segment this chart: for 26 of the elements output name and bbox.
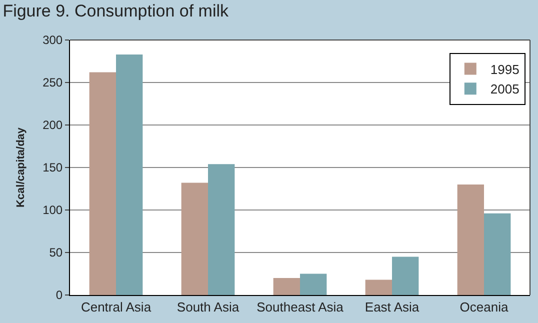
bar	[116, 54, 143, 295]
bar	[181, 182, 208, 295]
bar	[365, 280, 392, 295]
y-tick-label: 100	[42, 203, 63, 218]
legend-label: 1995	[490, 62, 520, 77]
y-tick-label: 150	[42, 160, 63, 175]
x-tick-label: Central Asia	[80, 300, 152, 315]
x-tick-label: South Asia	[176, 300, 240, 315]
bar	[208, 164, 235, 295]
x-tick-label: Oceania	[460, 300, 509, 315]
y-tick-label: 250	[42, 76, 63, 90]
bar	[273, 278, 300, 295]
x-tick-label: Southeast Asia	[256, 300, 344, 315]
y-tick-label: 300	[42, 33, 63, 48]
bar	[484, 213, 511, 295]
y-axis-title: Kcal/capita/day	[15, 126, 28, 208]
chart-title: Figure 9. Consumption of milk	[2, 2, 230, 21]
bar	[457, 184, 484, 295]
y-tick-label: 200	[42, 118, 63, 132]
y-tick-label: 50	[49, 246, 63, 260]
bar	[89, 72, 116, 295]
bar	[300, 274, 327, 295]
x-tick-label: East Asia	[364, 300, 420, 315]
legend-label: 2005	[490, 82, 520, 97]
bar	[392, 256, 419, 295]
y-tick-label: 0	[56, 288, 63, 302]
